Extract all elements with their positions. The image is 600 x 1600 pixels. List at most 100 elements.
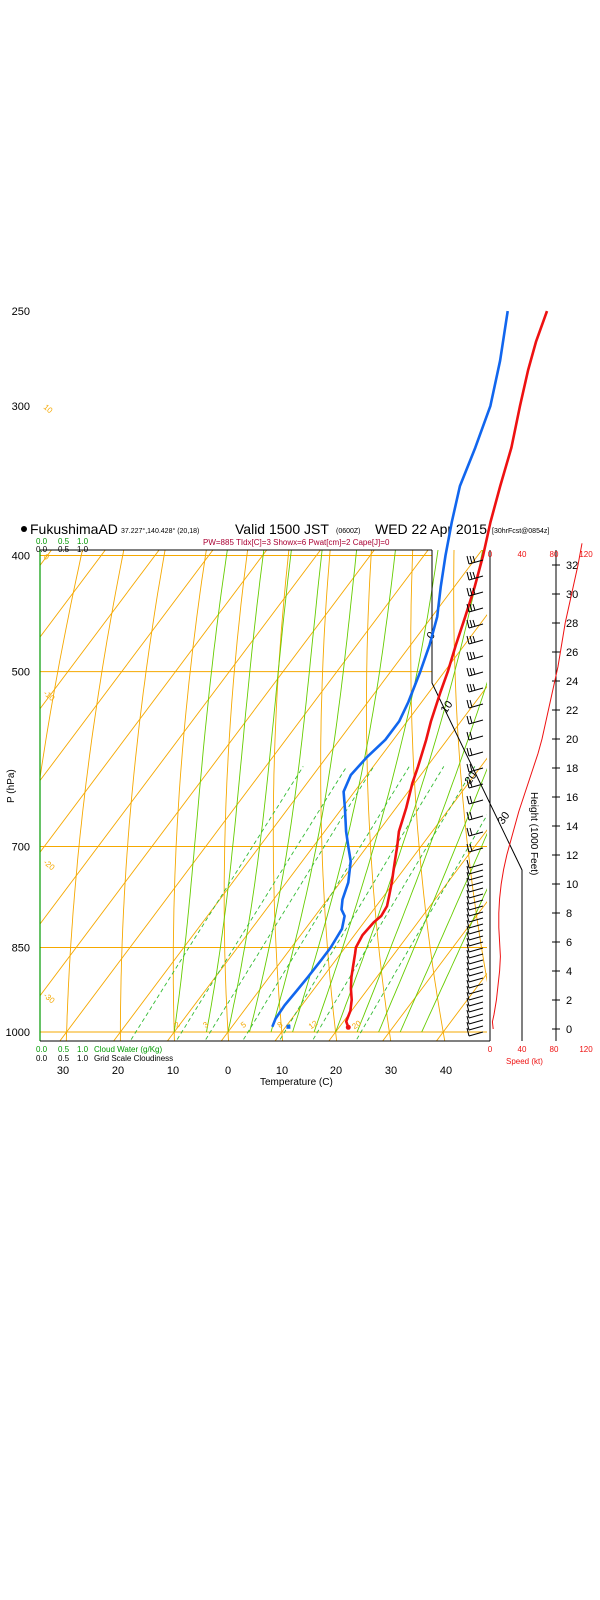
barb-flag [469,763,473,772]
mixing-ratio-line [175,766,348,1041]
barb-staff [468,953,484,959]
forecast-label: [30hrFcst@0854z] [492,528,549,535]
isotherm-line [274,757,487,1041]
wind-barb [466,871,484,881]
wind-barb [466,895,484,905]
x-tick-label: 20 [112,1065,124,1077]
height-tick-label: 22 [566,705,578,717]
barb-flag [466,715,470,725]
mixing-ratio-line [204,766,375,1041]
isotherm-line [328,829,487,1041]
wind-barb [466,937,484,947]
barb-flag [469,827,473,836]
wind-barb [466,587,484,597]
x-tick-label: 10 [167,1065,179,1077]
pressure-tick-label: 500 [12,667,30,679]
wind-barb [466,961,484,971]
wind-barb [466,901,484,911]
barb-flag [472,571,476,579]
cloud-water-tick: 0.5 [58,537,70,546]
frame-right [431,550,523,1041]
barb-staff [468,1001,484,1007]
barb-flag [466,961,470,971]
moist-adiabat-line [227,550,292,1033]
barb-staff [468,893,484,899]
speed-tick-top: 120 [579,550,593,559]
isotherm-label: -20 [42,858,57,873]
barb-flag [466,883,470,893]
barb-flag [469,715,473,724]
barb-staff [468,607,484,613]
barb-staff [468,875,484,881]
barb-staff [468,575,484,581]
axes: Temperature (C) P (hPa) Speed (kt) Heigh… [6,769,543,1088]
moist-adiabat-line [270,550,358,1033]
wind-barb [466,827,484,837]
wind-barb [466,889,484,899]
station-coords: 37.227°,140.428° (20,18) [121,527,199,535]
cloud-scale-top: 0.0 0.5 1.0 0.0 0.5 1.0 [36,537,89,554]
barb-flag [469,635,473,644]
wind-barb [466,651,484,661]
wind-barb [466,1003,484,1013]
barb-flag [466,779,470,789]
moist-adiabat-line [421,888,487,1033]
wind-barb [466,1009,484,1019]
wind-barb [466,1027,484,1037]
barb-staff [468,911,484,917]
speed-tick-bottom: 120 [579,1045,593,1054]
barb-flag [472,603,476,611]
mixing-ratio-line [278,766,445,1041]
pressure-tick-label: 1000 [6,1027,30,1039]
mixing-ratio-label: 2 [173,1020,182,1030]
theta-label: 10 [439,699,456,716]
wind-barb [466,811,484,821]
height-tick-label: 18 [566,763,578,775]
speed-tick-bottom: 40 [518,1045,527,1054]
barb-flag [469,555,473,564]
barb-flag [469,571,473,580]
moist-adiabat-line [399,832,487,1033]
cloud-water-tick: 1.0 [77,1045,89,1054]
valid-date: WED 22 Apr 2015 [375,521,487,537]
wind-barb [466,763,484,773]
mixing-ratio-line [129,766,304,1041]
wind-barb [466,997,484,1007]
temperature-profile [344,310,549,1028]
barb-staff [468,1019,484,1025]
barb-staff [468,959,484,965]
height-tick-label: 6 [566,937,572,949]
cloud-water-label: Cloud Water (g/Kg) [94,1045,163,1054]
barb-staff [468,887,484,893]
height-tick-label: 0 [566,1024,572,1036]
wind-barb [466,985,484,995]
barb-staff [468,687,484,693]
barb-flag [466,871,470,881]
valid-utc: (0600Z) [336,528,361,535]
mixing-ratio-line [242,766,410,1041]
height-tick-label: 32 [566,560,578,572]
barb-flag [466,913,470,923]
isotherm-label: 0 [42,552,52,562]
barb-staff [468,815,484,821]
barb-flag [466,865,470,875]
dry-adiabat-line [495,290,557,1058]
wind-barb [466,683,484,693]
surface-temperature-marker [345,1024,351,1030]
barb-staff [468,929,484,935]
height-tick-label: 10 [566,879,578,891]
barb-flag [472,619,476,627]
barb-flag [472,587,476,595]
barb-flag [466,937,470,947]
barb-flag [472,635,476,643]
station-bullet-icon [21,526,27,532]
wind-barb [466,943,484,953]
barb-flag [466,731,470,741]
barb-staff [468,847,484,853]
wind-barb [466,667,484,677]
wind-barb [466,955,484,965]
barb-flag [469,651,473,660]
barb-flag [466,843,470,853]
barb-flag [466,931,470,941]
isotherm-line [40,550,214,782]
